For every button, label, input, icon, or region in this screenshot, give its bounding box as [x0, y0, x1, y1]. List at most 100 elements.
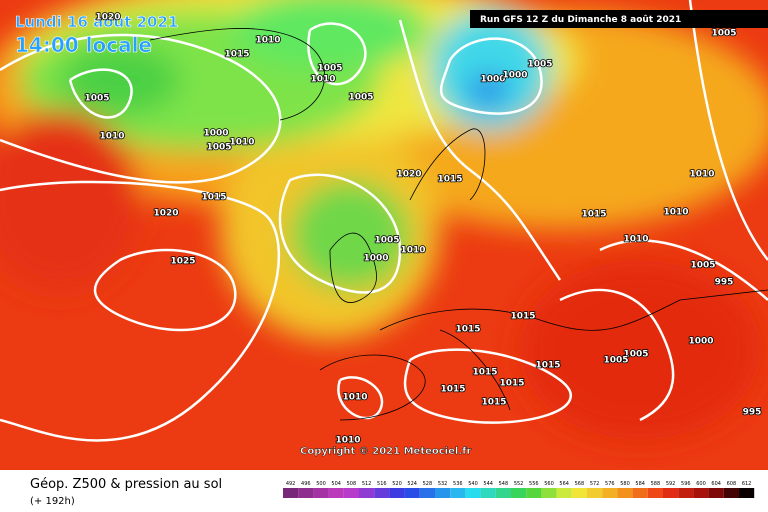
scale-label: 500	[316, 481, 326, 487]
isobar-label: 1005	[711, 29, 736, 39]
isobar-label: 1010	[335, 436, 360, 446]
isobar-label: 1005	[348, 93, 373, 103]
isobar-label: 1005	[623, 350, 648, 360]
lead-time: (+ 192h)	[30, 496, 75, 507]
scale-swatch	[389, 488, 405, 498]
isobar-label: 1005	[690, 261, 715, 271]
isobar-label: 1010	[229, 138, 254, 148]
scale-swatch	[693, 488, 709, 498]
isobar-label: 1010	[623, 235, 648, 245]
scale-swatch	[480, 488, 496, 498]
scale-swatch	[343, 488, 359, 498]
isobar-label: 1015	[481, 398, 506, 408]
isobar-label: 1010	[663, 208, 688, 218]
scale-label: 560	[544, 481, 554, 487]
scale-label: 532	[438, 481, 448, 487]
scale-swatch	[617, 488, 633, 498]
scale-swatch	[511, 488, 527, 498]
scale-label: 600	[696, 481, 706, 487]
isobar-label: 1015	[535, 361, 560, 371]
run-info: Run GFS 12 Z du Dimanche 8 août 2021	[480, 15, 681, 25]
scale-label: 612	[742, 481, 752, 487]
isobar-label: 1005	[374, 236, 399, 246]
scale-label: 568	[575, 481, 585, 487]
scale-label: 556	[529, 481, 539, 487]
isobar-label: 1005	[84, 94, 109, 104]
isobar-label: 1000	[688, 337, 713, 347]
field	[0, 0, 768, 470]
valid-date: Lundi 16 août 2021	[15, 13, 178, 31]
scale-swatch	[632, 488, 648, 498]
scale-swatch	[465, 488, 481, 498]
isobar-label: 1015	[510, 312, 535, 322]
isobar-label: 1020	[396, 170, 421, 180]
scale-label: 608	[727, 481, 737, 487]
isobar-label: 1015	[437, 175, 462, 185]
isobar-label: 1020	[95, 13, 120, 23]
scale-swatch	[739, 488, 755, 498]
scale-label: 524	[407, 481, 417, 487]
scale-label: 512	[362, 481, 372, 487]
isobar-label: 1010	[99, 132, 124, 142]
isobar-label: 995	[743, 408, 762, 418]
isobar-label: 1015	[455, 325, 480, 335]
isobar-label: 1020	[153, 209, 178, 219]
scale-label: 540	[468, 481, 478, 487]
isobars	[0, 0, 768, 442]
isobar-label: 1015	[440, 385, 465, 395]
scale-swatch	[708, 488, 724, 498]
scale-swatch	[526, 488, 542, 498]
scale-swatch	[587, 488, 603, 498]
valid-time: 14:00 locale	[15, 33, 152, 57]
copyright: Copyright © 2021 Meteociel.fr	[300, 446, 471, 457]
isobar-label: 1000	[203, 129, 228, 139]
scale-label: 572	[590, 481, 600, 487]
scale-label: 492	[286, 481, 296, 487]
coastlines	[149, 28, 768, 421]
scale-label: 520	[392, 481, 402, 487]
isobar-label: 1010	[310, 75, 335, 85]
scale-swatch	[647, 488, 663, 498]
scale-swatch	[678, 488, 694, 498]
run-banner	[470, 10, 768, 28]
isobar-label: 1000	[480, 75, 505, 85]
scale-label: 564	[559, 481, 569, 487]
isobar-label: 1000	[502, 71, 527, 81]
scale-swatch	[602, 488, 618, 498]
scale-label: 592	[666, 481, 676, 487]
scale-swatch	[450, 488, 466, 498]
scale-label: 496	[301, 481, 311, 487]
scale-label: 528	[423, 481, 433, 487]
isobar-labels: 1020101010151005101010051010100510001005…	[84, 12, 763, 447]
product-title: Géop. Z500 & pression au sol	[30, 477, 222, 492]
scale-swatch	[495, 488, 511, 498]
isobar-label: 1000	[363, 254, 388, 264]
scale-swatch	[404, 488, 420, 498]
scale-label: 544	[483, 481, 493, 487]
isobar-label: 1015	[224, 50, 249, 60]
color-scale: 492 496 500 504 508 512 516 520 524 528 532 536 540 5…	[283, 481, 755, 498]
isobar-label: 1015	[581, 210, 606, 220]
isobar-label: 1015	[499, 379, 524, 389]
scale-swatch	[556, 488, 572, 498]
isobar-label: 1015	[201, 193, 226, 203]
scale-label: 504	[331, 481, 341, 487]
isobar-label: 1005	[317, 64, 342, 74]
isobar-label: 1010	[400, 246, 425, 256]
scale-label: 580	[620, 481, 630, 487]
scale-label: 604	[711, 481, 721, 487]
isobar-label: 1010	[689, 170, 714, 180]
scale-swatch	[571, 488, 587, 498]
isobar-label: 1010	[255, 36, 280, 46]
scale-swatch	[435, 488, 451, 498]
isobar-label: 1005	[206, 143, 231, 153]
scale-swatch	[359, 488, 375, 498]
scale-label: 508	[347, 481, 357, 487]
scale-swatch	[663, 488, 679, 498]
scale-swatch	[374, 488, 390, 498]
isobar-label: 1005	[527, 60, 552, 70]
scale-label: 588	[651, 481, 661, 487]
scale-swatch	[328, 488, 344, 498]
scale-label: 584	[635, 481, 645, 487]
